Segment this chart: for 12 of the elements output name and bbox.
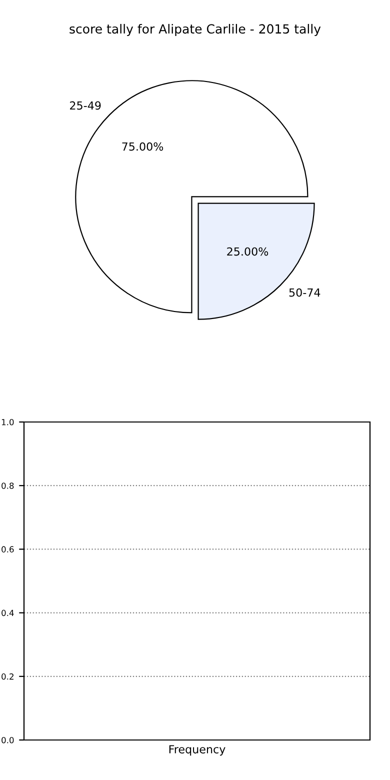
y-tick-label: 0.0 <box>2 736 14 744</box>
y-tick-label: 0.8 <box>2 482 14 489</box>
y-tick-label: 0.2 <box>2 673 14 680</box>
y-tick-label: 0.6 <box>2 546 14 552</box>
data-label: 25.00% <box>227 247 268 256</box>
data-label: 75.00% <box>122 142 164 151</box>
y-tick-label: 0.4 <box>2 610 14 616</box>
slice-label: 50-74 <box>289 288 320 297</box>
chart-title: score tally for Alipate Carlile - 2015 tally <box>70 24 321 36</box>
y-tick-label: 1.0 <box>2 418 14 426</box>
x-tick-label: Frequency <box>169 745 226 756</box>
slice-label: 25-49 <box>70 101 101 110</box>
